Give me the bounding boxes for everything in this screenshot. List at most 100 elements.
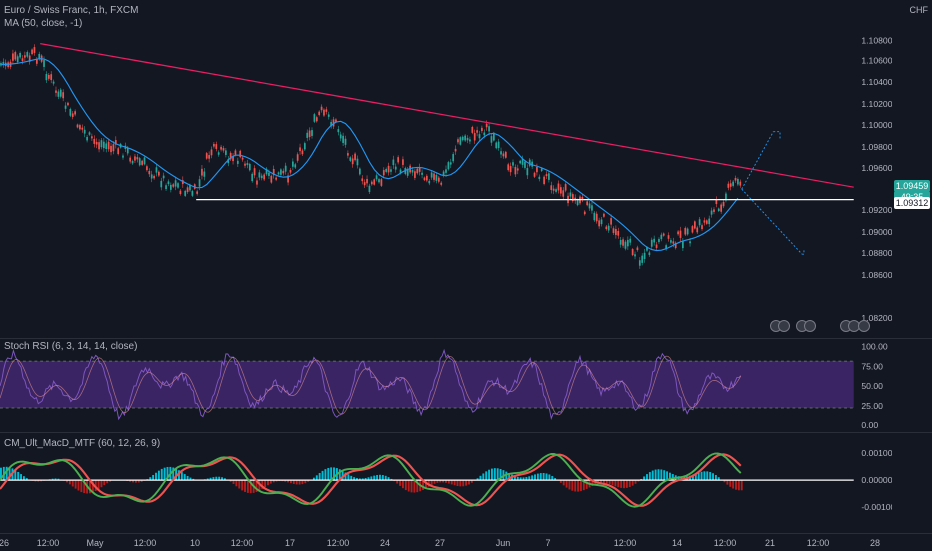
candle-body (53, 82, 55, 84)
event-icon[interactable] (778, 320, 790, 332)
candle-body (144, 157, 146, 164)
candle-body (500, 151, 502, 154)
candle-body (242, 158, 244, 160)
candle-body (668, 235, 670, 239)
time-tick-label: 12:00 (614, 538, 637, 548)
macd-bar (551, 476, 553, 480)
candle-body (438, 178, 440, 182)
candle-body (192, 191, 194, 196)
macd-bar (187, 476, 189, 480)
candle-body (558, 184, 560, 191)
candle-body (560, 187, 562, 193)
macd-bar (540, 473, 542, 480)
macd-bar (350, 476, 352, 480)
macd-bar (546, 473, 548, 480)
candle-body (471, 127, 473, 133)
time-tick-label: 12:00 (231, 538, 254, 548)
candle-body (479, 134, 481, 138)
candle-body (172, 184, 174, 186)
price-axis: 1.108001.106001.104001.102001.100001.098… (861, 36, 892, 324)
candle-body (163, 176, 165, 179)
candle-body (637, 247, 639, 250)
candle-body (381, 179, 383, 186)
candle-body (31, 50, 33, 55)
candle-body (627, 240, 629, 246)
candle-body (524, 162, 526, 168)
price-pane[interactable]: Euro / Swiss Franc, 1h, FXCM MA (50, clo… (0, 0, 932, 338)
macd-bar (413, 480, 415, 492)
macd-bar (75, 480, 77, 488)
macd-bar (235, 480, 237, 486)
candle-body (428, 181, 430, 183)
candle-body (737, 179, 739, 184)
candle-body (555, 189, 557, 192)
candle-body (136, 157, 138, 159)
macd-bar (238, 480, 240, 488)
macd-bar (382, 475, 384, 480)
macd-bar (373, 476, 375, 481)
candle-body (526, 168, 528, 175)
macd-bar (735, 480, 737, 490)
candle-body (237, 161, 239, 164)
candle-body (314, 114, 316, 122)
macd-bar (491, 469, 493, 481)
candle-body (395, 167, 397, 170)
candle-body (570, 192, 572, 196)
price-tick-label: 1.09600 (861, 163, 892, 173)
candle-body (225, 150, 227, 155)
macd-bar (459, 480, 461, 486)
candle-body (180, 191, 182, 194)
candle-body (534, 173, 536, 177)
candle-body (507, 164, 509, 170)
candle-body (730, 183, 732, 186)
candle-body (467, 138, 469, 140)
candle-body (79, 125, 81, 129)
candle-body (455, 149, 457, 151)
candle-body (512, 162, 514, 165)
macd-tick-label: 0.00100 (861, 448, 892, 458)
candle-body (474, 133, 476, 140)
candle-body (727, 184, 729, 188)
macd-bar (17, 472, 19, 480)
candle-body (615, 229, 617, 235)
candle-body (613, 228, 615, 233)
macd-bar (698, 473, 700, 481)
macd-bar (703, 471, 705, 480)
candle-body (326, 109, 328, 111)
macd-bar (571, 480, 573, 491)
candle-body (311, 130, 313, 136)
macd-bar (479, 476, 481, 480)
candle-body (464, 136, 466, 141)
macd-tick-label: -0.00100 (861, 502, 892, 512)
macd-bar (181, 472, 183, 480)
candle-body (644, 253, 646, 259)
macd-bar (566, 480, 568, 487)
macd-bar (457, 480, 459, 486)
candle-body (376, 175, 378, 179)
event-icon[interactable] (858, 320, 870, 332)
macd-bar (712, 473, 714, 480)
candle-body (223, 148, 225, 150)
candle-body (168, 181, 170, 184)
macd-bar (614, 480, 616, 486)
candle-body (203, 172, 205, 177)
rsi-tick-label: 100.00 (861, 342, 888, 352)
macd-bar (482, 473, 484, 480)
candle-body (189, 185, 191, 190)
projection-up-head (773, 132, 780, 140)
candle-body (553, 189, 555, 191)
candle-body (184, 191, 186, 196)
time-tick-label: 7 (545, 538, 550, 548)
candle-body (122, 156, 124, 158)
candle-body (306, 133, 308, 138)
macd-bar (319, 473, 321, 480)
candle-body (270, 176, 272, 183)
price-chart[interactable]: 1.108001.106001.104001.102001.100001.098… (0, 0, 892, 338)
event-icon[interactable] (804, 320, 816, 332)
